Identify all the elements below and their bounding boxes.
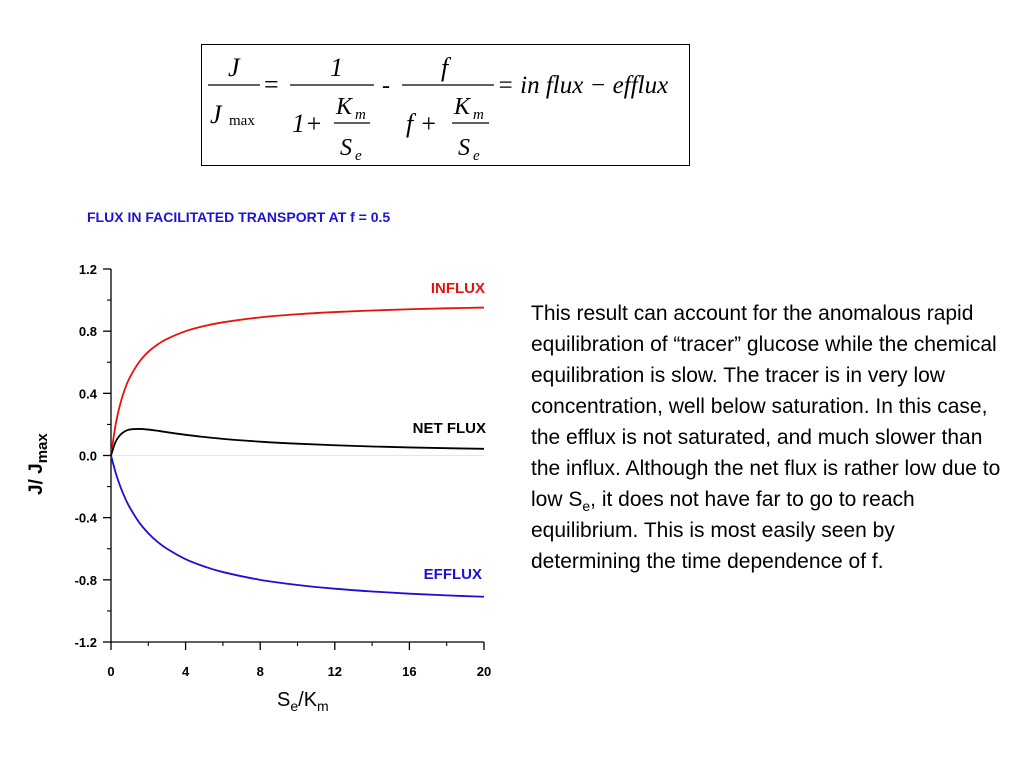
eq-rhs: = in flux − efflux [497,72,668,99]
x-tick-label: 8 [257,664,264,679]
y-axis-title: J/ Jmax [26,433,51,495]
eq-e-sub-2: e [473,148,480,164]
plot-area: 1.2 0.8 0.4 0.0 -0.4 -0.8 -1.2 0 4 8 12 16 20 [75,262,492,679]
series-line-net-flux [110,428,485,456]
eq-equals-1: = [264,70,279,99]
eq-s-2: S [458,135,470,161]
eq-f-plus: f + [406,109,437,138]
eq-max-subscript: max [229,113,255,129]
x-tick-label: 20 [477,664,491,679]
x-axis-title-sub-e: e [290,698,298,714]
efflux-label: EFFLUX [424,566,482,583]
y-axis-title-base: J/ J [26,463,47,495]
description-part-2: , it does not have far to go to reach eq… [531,488,915,573]
series-line-efflux [110,455,485,598]
y-tick-label: 1.2 [79,262,97,277]
eq-e-sub-1: e [355,148,362,164]
description-part-1: This result can account for the anomalou… [531,302,1001,511]
chart-title: FLUX IN FACILITATED TRANSPORT AT f = 0.5 [87,209,391,225]
equation-svg: J J max = 1 1+ K m S e - f f + K m S e =… [208,53,668,164]
x-tick-label: 16 [402,664,416,679]
y-tick-label: 0.0 [79,449,97,464]
x-tick-label: 0 [107,664,114,679]
eq-j-denominator: J [210,100,223,129]
eq-s-1: S [340,135,352,161]
eq-m-sub-1: m [355,107,366,123]
x-axis-title-sub-m: m [317,698,329,714]
y-tick-label: -1.2 [75,635,97,650]
equation-box: J J max = 1 1+ K m S e - f f + K m S e =… [201,44,690,166]
net-flux-label: NET FLUX [413,420,486,437]
eq-m-sub-2: m [473,107,484,123]
x-axis-title-mid: /K [298,689,318,711]
x-tick-label: 12 [328,664,342,679]
eq-f-numerator: f [441,53,452,82]
influx-label: INFLUX [431,280,485,297]
y-tick-label: -0.8 [75,573,97,588]
eq-one-plus: 1+ [292,109,323,138]
y-tick-label: 0.8 [79,324,97,339]
eq-k-2: K [453,94,472,120]
y-tick-label: -0.4 [75,511,98,526]
x-axis-title: Se/Km [277,689,329,714]
eq-minus: - [382,73,390,99]
eq-j-numerator: J [228,53,241,82]
description-subscript-e: e [582,498,591,515]
eq-k-1: K [335,94,354,120]
description-text: This result can account for the anomalou… [531,298,1001,577]
x-tick-label: 4 [182,664,190,679]
eq-one-numerator: 1 [330,53,343,82]
y-axis-title-sub: max [34,433,51,464]
x-axis-title-base: S [277,689,290,711]
y-tick-label: 0.4 [79,386,98,401]
series-line-influx [110,306,485,456]
